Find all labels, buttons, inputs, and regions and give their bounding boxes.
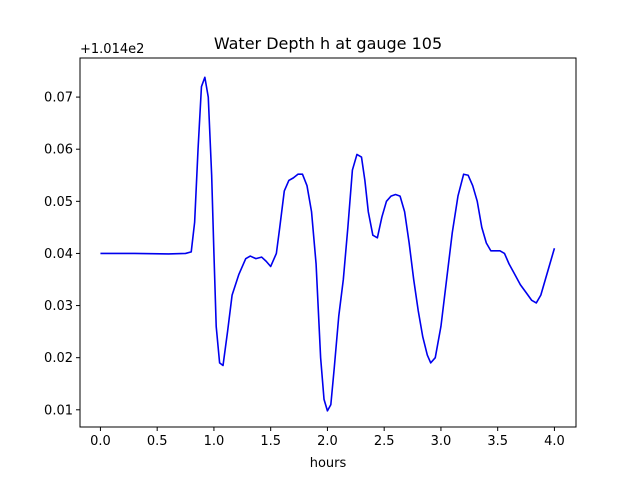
x-tick-label: 3.0 [431, 434, 452, 449]
y-tick-label: 0.02 [44, 351, 73, 366]
x-tick-label: 0.0 [90, 434, 111, 449]
x-tick-label: 1.0 [204, 434, 225, 449]
y-tick-label: 0.03 [44, 299, 73, 314]
x-tick-label: 4.0 [544, 434, 565, 449]
x-tick-label: 2.5 [374, 434, 395, 449]
y-tick-label: 0.04 [44, 247, 73, 262]
y-tick-label: 0.06 [44, 143, 73, 158]
axes-frame [79, 57, 577, 428]
x-axis-label: hours [310, 456, 347, 471]
x-tick-label: 0.5 [147, 434, 168, 449]
x-tick-label: 3.5 [487, 434, 508, 449]
y-tick-label: 0.01 [44, 403, 73, 418]
chart-title: Water Depth h at gauge 105 [214, 34, 442, 53]
plot-area: 0.0 0.5 1.0 1.5 2.0 2.5 3.0 3.5 4.0 0.01 0.02 0.03 0… [44, 57, 577, 449]
y-offset-label: +1.014e2 [80, 42, 144, 57]
y-tick-label: 0.07 [44, 91, 73, 106]
y-tick-label: 0.05 [44, 195, 73, 210]
x-tick-label: 2.0 [317, 434, 338, 449]
x-tick-label: 1.5 [260, 434, 281, 449]
series-line-0 [100, 76, 556, 412]
